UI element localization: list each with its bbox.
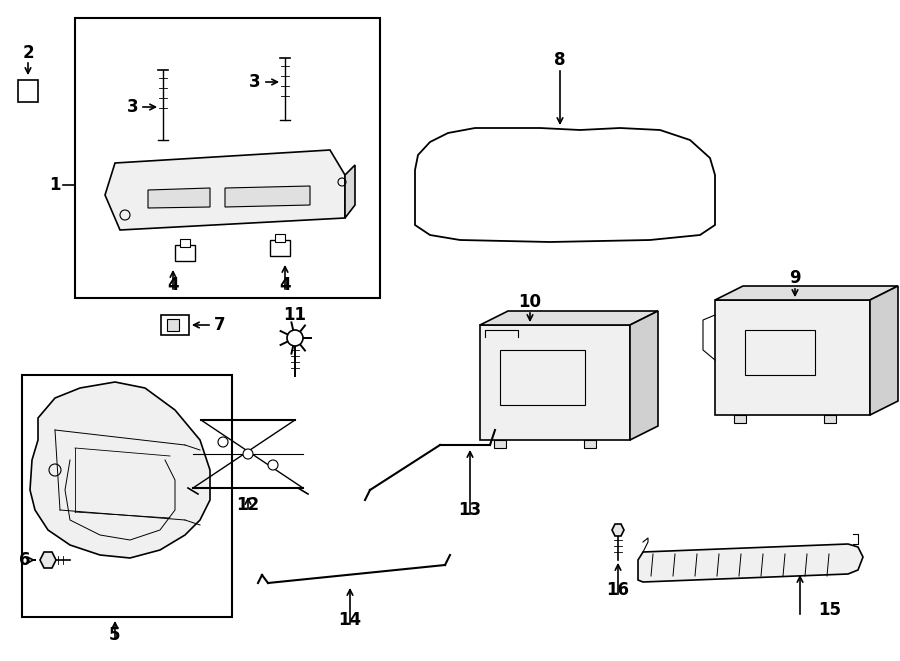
Bar	[22, 375, 232, 617]
Bar	[500, 350, 585, 405]
Circle shape	[243, 449, 253, 459]
Text: 11: 11	[284, 306, 307, 324]
Bar	[824, 415, 836, 423]
Text: 12: 12	[237, 496, 259, 514]
Text: 4: 4	[279, 276, 291, 294]
Polygon shape	[345, 165, 355, 218]
Polygon shape	[612, 524, 624, 536]
Polygon shape	[30, 382, 210, 558]
Text: 13: 13	[458, 501, 482, 519]
Bar	[180, 239, 190, 247]
Text: 14: 14	[338, 611, 362, 629]
Bar	[584, 440, 596, 448]
Circle shape	[287, 330, 303, 346]
Circle shape	[268, 460, 278, 470]
Bar	[745, 330, 815, 375]
Text: 10: 10	[518, 293, 542, 311]
Text: 2: 2	[22, 44, 34, 62]
Bar	[275, 234, 285, 242]
Text: 5: 5	[109, 626, 121, 644]
Text: 6: 6	[19, 551, 31, 569]
Text: 3: 3	[127, 98, 139, 116]
Polygon shape	[148, 188, 210, 208]
Polygon shape	[715, 286, 898, 300]
Bar	[270, 240, 290, 256]
Polygon shape	[415, 128, 715, 242]
Circle shape	[218, 437, 228, 447]
Polygon shape	[105, 150, 345, 230]
Bar	[175, 245, 195, 261]
Text: 16: 16	[607, 581, 629, 599]
Polygon shape	[480, 325, 630, 440]
Polygon shape	[715, 300, 870, 415]
Bar	[161, 315, 189, 335]
Polygon shape	[870, 286, 898, 415]
Polygon shape	[225, 186, 310, 207]
Text: 4: 4	[167, 276, 179, 294]
Bar	[734, 415, 746, 423]
Polygon shape	[480, 311, 658, 325]
Bar	[75, 18, 380, 298]
Text: 9: 9	[789, 269, 801, 287]
Polygon shape	[630, 311, 658, 440]
Polygon shape	[638, 544, 863, 582]
Text: 3: 3	[249, 73, 261, 91]
Text: 8: 8	[554, 51, 566, 69]
Text: 7: 7	[214, 316, 226, 334]
Polygon shape	[40, 552, 56, 568]
Text: 1: 1	[50, 176, 61, 194]
Text: 15: 15	[818, 601, 842, 619]
Bar	[18, 80, 38, 102]
Bar	[167, 319, 179, 331]
Bar	[494, 440, 506, 448]
